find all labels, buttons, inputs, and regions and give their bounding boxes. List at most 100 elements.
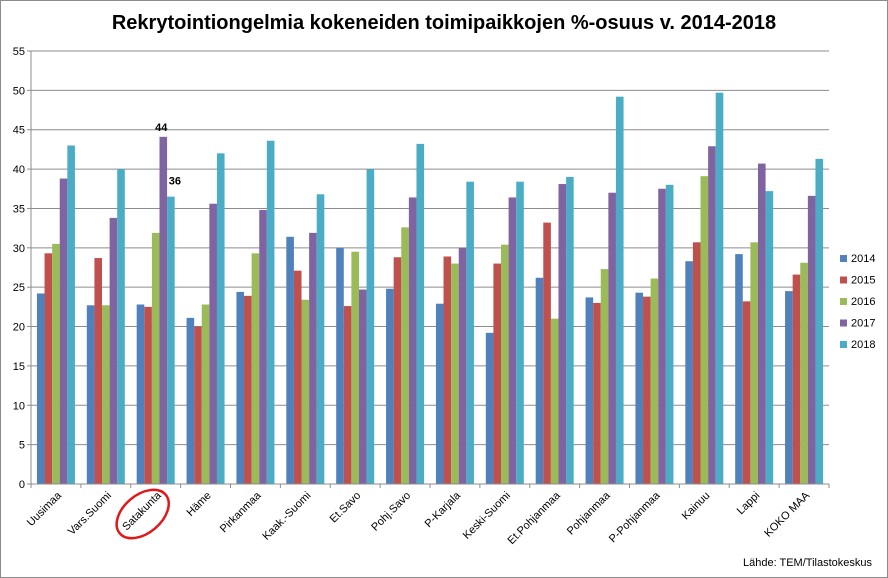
bar-2014	[785, 291, 793, 484]
bar-2017	[558, 184, 567, 485]
bar-2016	[102, 305, 110, 484]
bar-2016	[401, 227, 409, 484]
legend-label: 2018	[851, 339, 875, 351]
x-category-label: Lappi	[735, 490, 763, 518]
bars	[36, 92, 824, 485]
x-category-label: Häme	[184, 490, 213, 519]
bar-2017	[159, 136, 168, 484]
bar-2018	[416, 143, 425, 484]
y-tick-label: 40	[13, 164, 25, 176]
bar-2016	[251, 253, 260, 484]
x-category-label: Pohj.Savo	[369, 490, 413, 534]
bar-2014	[186, 317, 195, 484]
bar-2015	[593, 302, 601, 484]
x-category-label: Pohjanmaa	[565, 489, 613, 537]
legend-swatch	[840, 276, 847, 284]
bar-2016	[151, 232, 160, 484]
bar-2017	[408, 197, 417, 484]
bar-2018	[765, 191, 774, 484]
x-category-label: P-Karjala	[423, 489, 464, 530]
bar-2017	[658, 188, 666, 485]
bar-2016	[451, 263, 459, 484]
bar-2018	[615, 96, 624, 485]
bar-2017	[708, 146, 716, 484]
bar-2018	[715, 92, 724, 484]
bar-2015	[493, 263, 502, 484]
bar-2015	[44, 253, 53, 484]
y-tick-label: 45	[13, 125, 25, 137]
legend-label: 2016	[851, 296, 875, 308]
bar-2018	[815, 158, 824, 484]
bar-2017	[209, 203, 217, 485]
bar-2015	[543, 222, 551, 484]
x-axis-categories: Uusimaa Vars.Suomi Satakunta Häme PirkanmaaK…	[25, 489, 813, 547]
legend-label: 2014	[851, 253, 875, 265]
bar-2018	[117, 169, 125, 484]
chart-title: Rekrytointiongelmia kokeneiden toimipaik…	[112, 12, 776, 34]
y-tick-label: 10	[13, 400, 25, 412]
legend-swatch	[840, 298, 847, 305]
y-tick-label: 5	[19, 440, 25, 452]
bar-2014	[635, 292, 644, 484]
bar-2016	[501, 244, 509, 484]
bar-2015	[692, 242, 701, 484]
bar-2018	[566, 176, 574, 485]
bar-2014	[86, 305, 95, 484]
y-tick-label: 55	[13, 46, 25, 58]
bar-2015	[742, 301, 751, 484]
x-category-label: Vars.Suomi	[66, 490, 114, 538]
legend: 2014 2015 2016 2017 2018	[840, 253, 875, 351]
bar-2018	[266, 140, 275, 484]
bar-2014	[286, 236, 294, 484]
bar-2016	[351, 251, 359, 484]
highlight-circle	[115, 488, 170, 540]
y-axis-ticks: 0 5 10 15 20 25 30 35 40 45 50 55	[13, 46, 31, 491]
bar-2017	[508, 197, 517, 484]
bar-2016	[650, 278, 659, 484]
bar-2014	[535, 277, 544, 484]
bar-2017	[259, 210, 267, 484]
bar-2018	[466, 181, 474, 485]
y-tick-label: 30	[13, 243, 25, 255]
bar-2018	[516, 181, 524, 485]
bar-2015	[393, 257, 402, 484]
bar-2017	[358, 289, 367, 484]
bar-2016	[201, 304, 210, 484]
bar-2018	[665, 184, 674, 484]
bar-2015	[94, 258, 103, 484]
x-category-label: KOKO MAA	[762, 489, 812, 539]
bar-2017	[807, 195, 816, 484]
source-note: Lähde: TEM/Tilastokeskus	[743, 557, 873, 569]
bar-2015	[343, 306, 352, 484]
bar-2016	[600, 269, 609, 484]
bar-2015	[643, 296, 651, 484]
bar-2017	[109, 217, 118, 484]
y-tick-label: 25	[13, 282, 25, 294]
bar-2017	[608, 192, 616, 484]
x-category-label: Uusimaa	[25, 489, 65, 529]
annotation-label: 44	[155, 122, 168, 134]
bar-2018	[316, 194, 325, 484]
axes	[30, 51, 830, 488]
legend-swatch	[840, 319, 847, 327]
bar-2015	[194, 326, 202, 484]
bar-2014	[386, 288, 394, 484]
x-category-label: Kainuu	[680, 490, 713, 523]
bar-2018	[216, 153, 225, 484]
bar-2018	[67, 145, 75, 485]
bar-2014	[236, 291, 245, 484]
highlight-ellipse	[115, 488, 170, 540]
bar-2016	[750, 242, 758, 484]
x-category-label: Keski-Suomi	[461, 490, 513, 542]
legend-label: 2015	[851, 275, 875, 287]
bar-2015	[293, 270, 302, 484]
x-category-label: Et.Savo	[328, 490, 364, 526]
bar-2014	[36, 293, 45, 484]
legend-label: 2017	[851, 318, 875, 330]
bar-2014	[435, 303, 444, 484]
bar-2016	[700, 176, 709, 484]
x-category-label: P-Pohjanmaa	[607, 489, 663, 545]
y-tick-label: 0	[19, 479, 25, 491]
bar-2014	[485, 332, 494, 484]
